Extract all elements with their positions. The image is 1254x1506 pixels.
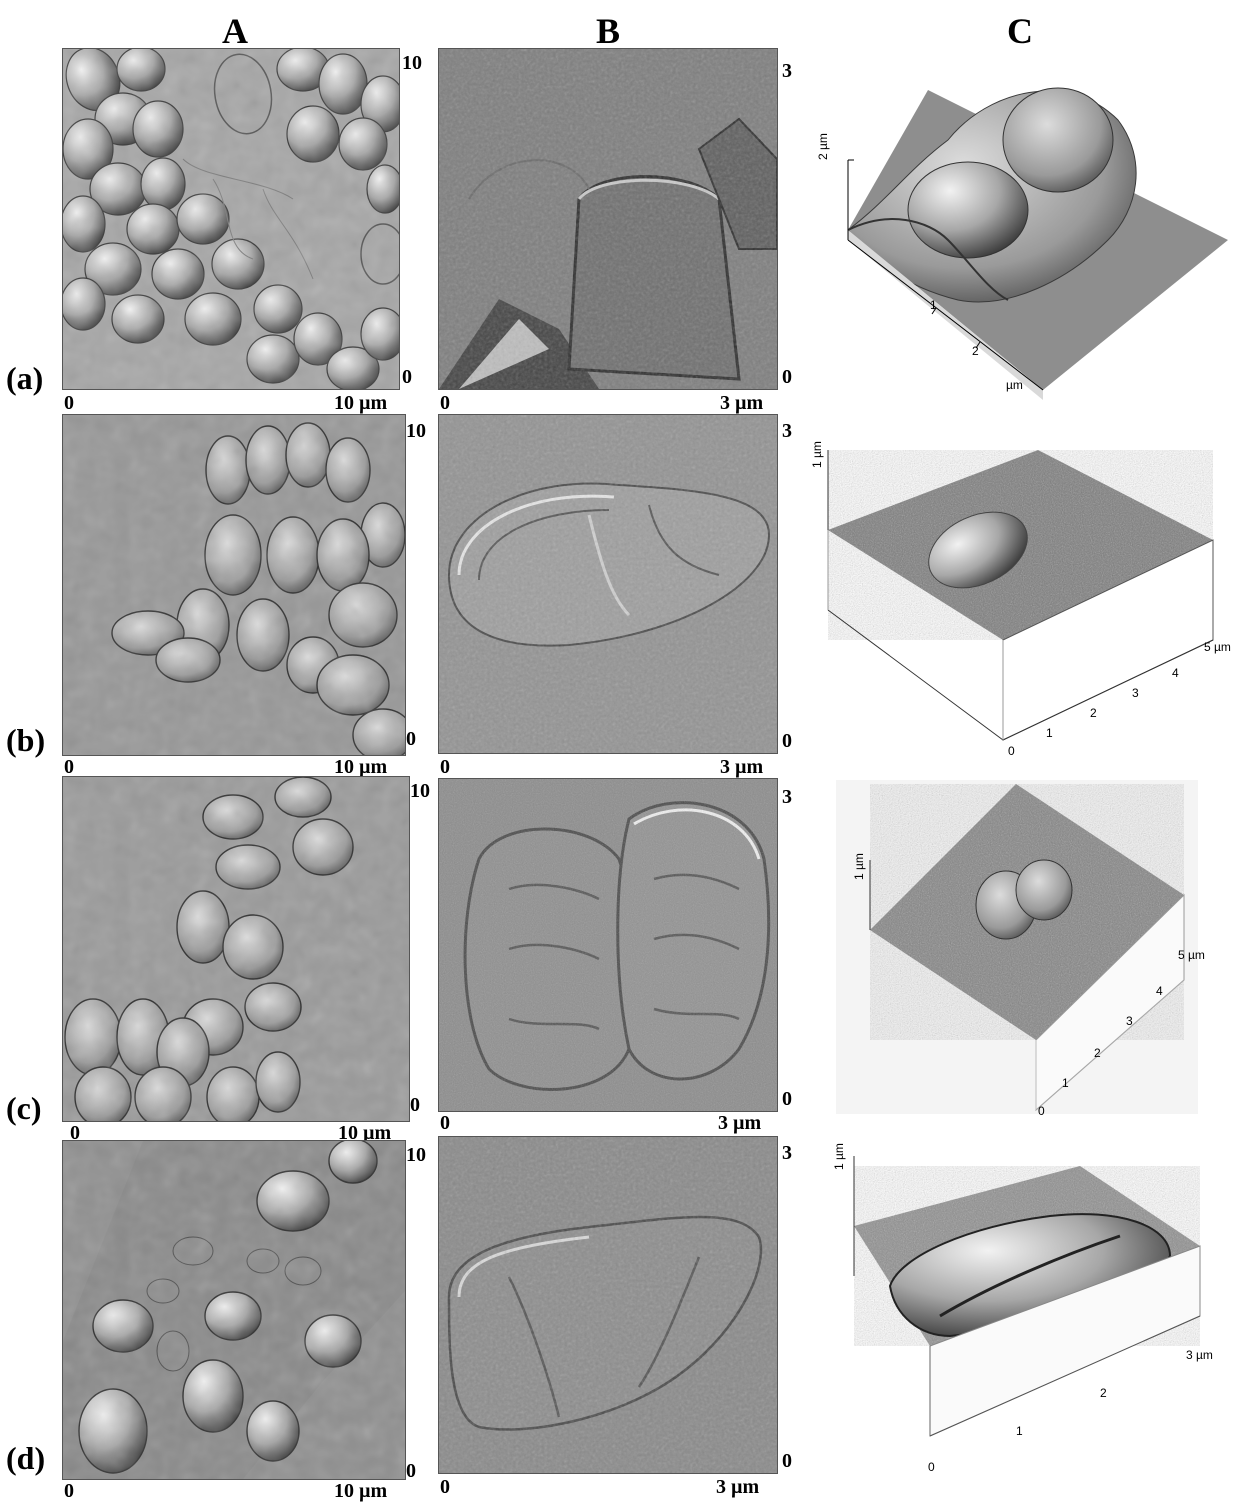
B-d-x1: 3 µm: [716, 1476, 760, 1498]
afm-image-d-B: [438, 1136, 778, 1474]
C-c-z-label: 1 µm: [852, 853, 866, 880]
A-c-x0: 0: [70, 1122, 80, 1144]
afm-3d-d-C: [820, 1136, 1220, 1476]
C-b-z-label: 1 µm: [810, 441, 824, 468]
A-d-y1: 10: [406, 1144, 426, 1166]
C-c-tick-4: 4: [1156, 984, 1163, 998]
row-label-a: (a): [6, 360, 44, 396]
C-a-z-label: 2 µm: [816, 133, 830, 160]
column-header-C: C: [1007, 11, 1033, 51]
afm-image-d-A: [62, 1140, 406, 1480]
B-a-x1: 3 µm: [720, 392, 764, 414]
B-a-y0: 0: [782, 366, 792, 388]
B-d-y0: 0: [782, 1450, 792, 1472]
column-header-A: A: [222, 11, 248, 51]
B-a-x0: 0: [440, 392, 450, 414]
B-d-x0: 0: [440, 1476, 450, 1498]
A-d-x0: 0: [64, 1480, 74, 1502]
B-a-y1: 3: [782, 60, 792, 82]
afm-image-c-B: [438, 778, 778, 1112]
C-c-tick-2: 2: [1094, 1046, 1101, 1060]
A-b-y1: 10: [406, 420, 426, 442]
row-label-c: (c): [6, 1090, 42, 1126]
row-label-d: (d): [6, 1440, 46, 1476]
C-a-tick-1: 1: [930, 298, 937, 312]
B-b-x1: 3 µm: [720, 756, 764, 778]
column-header-B: B: [596, 11, 621, 51]
A-d-x1: 10 µm: [334, 1480, 388, 1502]
afm-image-b-A: [62, 414, 406, 756]
A-b-x0: 0: [64, 756, 74, 778]
A-b-y0: 0: [406, 728, 416, 750]
A-c-y0: 0: [410, 1094, 420, 1116]
afm-image-c-A: [62, 776, 410, 1122]
C-c-tick-5: 5 µm: [1178, 948, 1205, 962]
afm-image-a-B: [438, 48, 778, 390]
B-b-x0: 0: [440, 756, 450, 778]
afm-image-b-B: [438, 414, 778, 754]
C-c-tick-3: 3: [1126, 1014, 1133, 1028]
A-a-y0: 0: [402, 366, 412, 388]
C-b-tick-3: 3: [1132, 686, 1139, 700]
A-a-y1: 10: [402, 52, 422, 74]
B-d-y1: 3: [782, 1142, 792, 1164]
afm-3d-a-C: [808, 50, 1228, 400]
A-b-x1: 10 µm: [334, 756, 388, 778]
A-a-x1: 10 µm: [334, 392, 388, 414]
C-c-tick-0: 0: [1038, 1104, 1045, 1118]
A-c-x1: 10 µm: [338, 1122, 392, 1144]
B-c-y1: 3: [782, 786, 792, 808]
row-label-b: (b): [6, 722, 46, 758]
B-c-x1: 3 µm: [718, 1112, 762, 1134]
B-c-y0: 0: [782, 1088, 792, 1110]
C-d-tick-1: 1: [1016, 1424, 1023, 1438]
afm-image-a-A: [62, 48, 400, 390]
B-b-y1: 3: [782, 420, 792, 442]
C-b-tick-1: 1: [1046, 726, 1053, 740]
C-a-tick-2: 2: [972, 344, 979, 358]
C-d-tick-3: 3 µm: [1186, 1348, 1213, 1362]
C-b-tick-4: 4: [1172, 666, 1179, 680]
C-c-tick-1: 1: [1062, 1076, 1069, 1090]
afm-3d-c-C: [836, 780, 1198, 1114]
C-d-tick-2: 2: [1100, 1386, 1107, 1400]
C-b-tick-5: 5 µm: [1204, 640, 1231, 654]
A-c-y1: 10: [410, 780, 430, 802]
A-d-y0: 0: [406, 1460, 416, 1482]
B-b-y0: 0: [782, 730, 792, 752]
C-d-z-label: 1 µm: [832, 1143, 846, 1170]
afm-3d-b-C: [808, 420, 1248, 760]
A-a-x0: 0: [64, 392, 74, 414]
C-b-tick-2: 2: [1090, 706, 1097, 720]
C-d-tick-0: 0: [928, 1460, 935, 1474]
C-b-tick-0: 0: [1008, 744, 1015, 758]
C-a-unit: µm: [1006, 378, 1023, 392]
B-c-x0: 0: [440, 1112, 450, 1134]
